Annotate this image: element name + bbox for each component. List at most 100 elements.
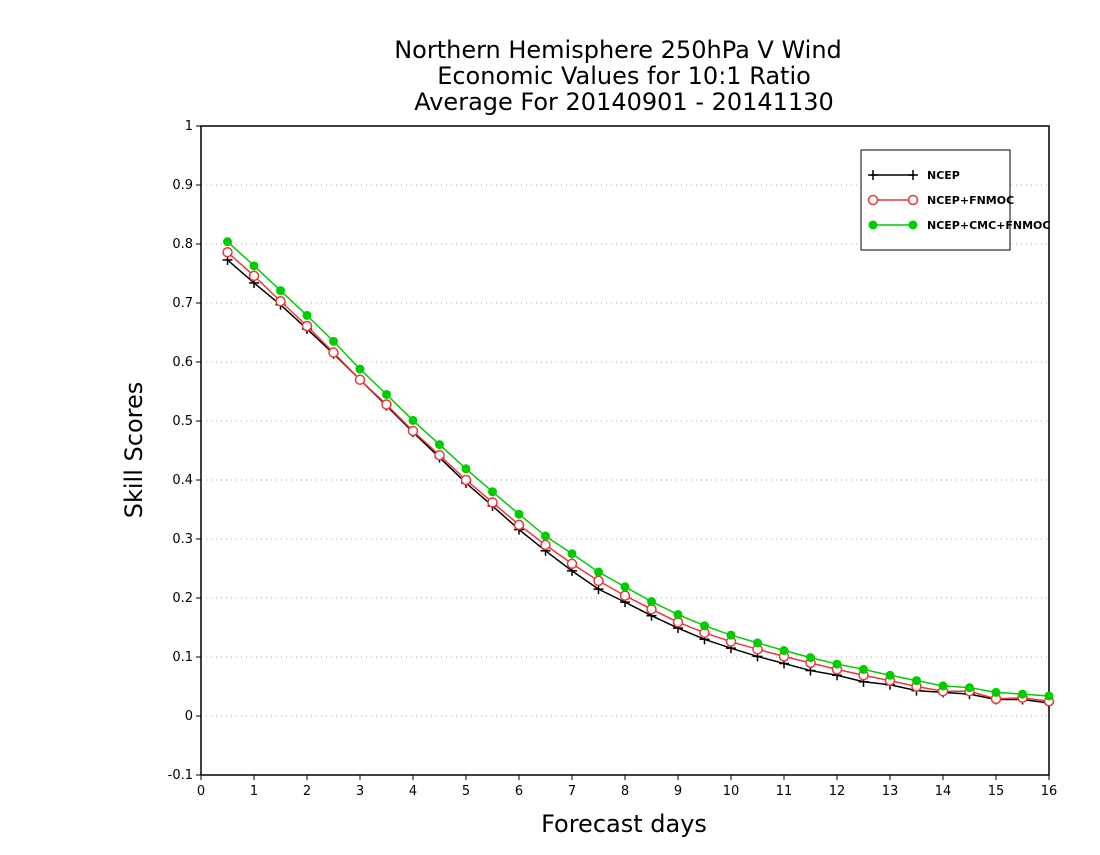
x-tick-label: 2 <box>303 784 311 799</box>
x-tick-label: 15 <box>988 784 1005 799</box>
data-point <box>408 415 418 425</box>
data-point <box>753 638 762 648</box>
data-point <box>991 687 1001 697</box>
data-point <box>222 247 233 258</box>
data-point <box>434 449 445 461</box>
data-point <box>779 646 789 656</box>
legend-label: NCEP+FNMOC <box>927 194 1014 207</box>
data-point <box>912 676 921 686</box>
data-point <box>1044 691 1054 701</box>
data-point <box>567 549 577 559</box>
x-tick-label: 6 <box>515 784 523 799</box>
data-point <box>965 683 974 693</box>
x-tick-label: 3 <box>356 784 364 799</box>
data-point <box>593 575 604 587</box>
series-lines <box>222 237 1055 709</box>
legend-label: NCEP <box>927 169 960 182</box>
data-point <box>885 670 895 680</box>
data-point <box>541 531 550 541</box>
title-line-3: Average For 20140901 - 20141130 <box>414 88 834 116</box>
legend: NCEP NCEP+FNMOC NCEP+CMC+FNMOC <box>860 149 1050 251</box>
x-tick-label: 8 <box>621 784 629 799</box>
y-tick-label: 0 <box>185 709 193 724</box>
data-point <box>301 320 313 332</box>
data-point <box>514 509 524 519</box>
data-point <box>673 610 683 620</box>
legend-marker <box>868 170 878 180</box>
legend-marker <box>867 194 879 206</box>
data-point <box>646 603 657 615</box>
series-2 <box>223 237 1054 701</box>
y-tick-label: 0.3 <box>172 532 193 547</box>
data-point <box>407 425 419 437</box>
series-line <box>227 251 1050 702</box>
data-point <box>461 464 471 474</box>
x-tick-label: 5 <box>462 784 470 799</box>
data-point <box>672 616 684 628</box>
data-point <box>938 681 948 691</box>
legend-marker <box>908 220 918 230</box>
legend-label: NCEP+CMC+FNMOC <box>927 219 1050 232</box>
data-point <box>566 558 578 570</box>
data-point <box>460 474 472 486</box>
data-point <box>223 237 232 247</box>
y-tick-label: -0.1 <box>168 768 193 783</box>
data-point <box>302 310 312 320</box>
y-axis-title: Skill Scores <box>120 382 148 519</box>
data-point <box>620 582 630 592</box>
data-point <box>619 590 631 601</box>
legend-marker <box>907 194 919 206</box>
plot-frame <box>200 125 1050 776</box>
x-tick-label: 11 <box>776 784 793 799</box>
data-point <box>488 487 497 497</box>
data-point <box>540 539 551 551</box>
x-tick-label: 9 <box>674 784 682 799</box>
y-tick-label: 0.2 <box>172 591 193 606</box>
data-point <box>355 364 365 374</box>
data-point <box>275 295 286 307</box>
data-point <box>700 621 709 631</box>
axes: -0.100.10.20.30.40.50.60.70.80.910 1 2 3 4 5 6… <box>168 119 1058 799</box>
y-tick-label: 0.6 <box>172 355 193 370</box>
data-point <box>329 336 338 346</box>
data-point <box>435 440 444 450</box>
data-point <box>328 347 339 358</box>
data-point <box>726 630 736 640</box>
series-1 <box>222 247 1055 707</box>
legend-item: NCEP+CMC+FNMOC <box>868 219 1050 232</box>
x-tick-label: 14 <box>935 784 952 799</box>
data-point <box>859 664 868 674</box>
x-tick-label: 16 <box>1041 784 1058 799</box>
title-line-1: Northern Hemisphere 250hPa V Wind <box>394 36 842 64</box>
data-point <box>513 519 525 531</box>
data-point <box>381 399 392 410</box>
gridlines <box>201 184 1049 717</box>
y-tick-label: 0.5 <box>172 414 193 429</box>
x-tick-label: 12 <box>829 784 846 799</box>
x-tick-label: 1 <box>250 784 258 799</box>
data-point <box>248 270 260 282</box>
series-0 <box>222 254 1054 709</box>
y-tick-label: 1 <box>185 119 193 134</box>
legend-item: NCEP+FNMOC <box>867 194 1014 207</box>
chart-title: Northern Hemisphere 250hPa V Wind Econom… <box>394 36 842 116</box>
legend-marker <box>908 170 918 180</box>
x-tick-label: 13 <box>882 784 899 799</box>
data-point <box>249 261 259 271</box>
data-point <box>487 497 498 508</box>
y-tick-label: 0.7 <box>172 296 193 311</box>
y-tick-label: 0.9 <box>172 178 193 193</box>
data-point <box>832 659 842 669</box>
data-point <box>806 653 815 663</box>
data-point <box>276 286 285 296</box>
x-tick-label: 10 <box>723 784 740 799</box>
data-point <box>1018 689 1027 699</box>
y-tick-label: 0.1 <box>172 650 193 665</box>
series-line <box>227 259 1050 704</box>
x-tick-label: 4 <box>409 784 417 799</box>
y-tick-label: 0.8 <box>172 237 193 252</box>
data-point <box>594 567 603 577</box>
title-line-2: Economic Values for 10:1 Ratio <box>437 62 811 90</box>
x-tick-label: 7 <box>568 784 576 799</box>
